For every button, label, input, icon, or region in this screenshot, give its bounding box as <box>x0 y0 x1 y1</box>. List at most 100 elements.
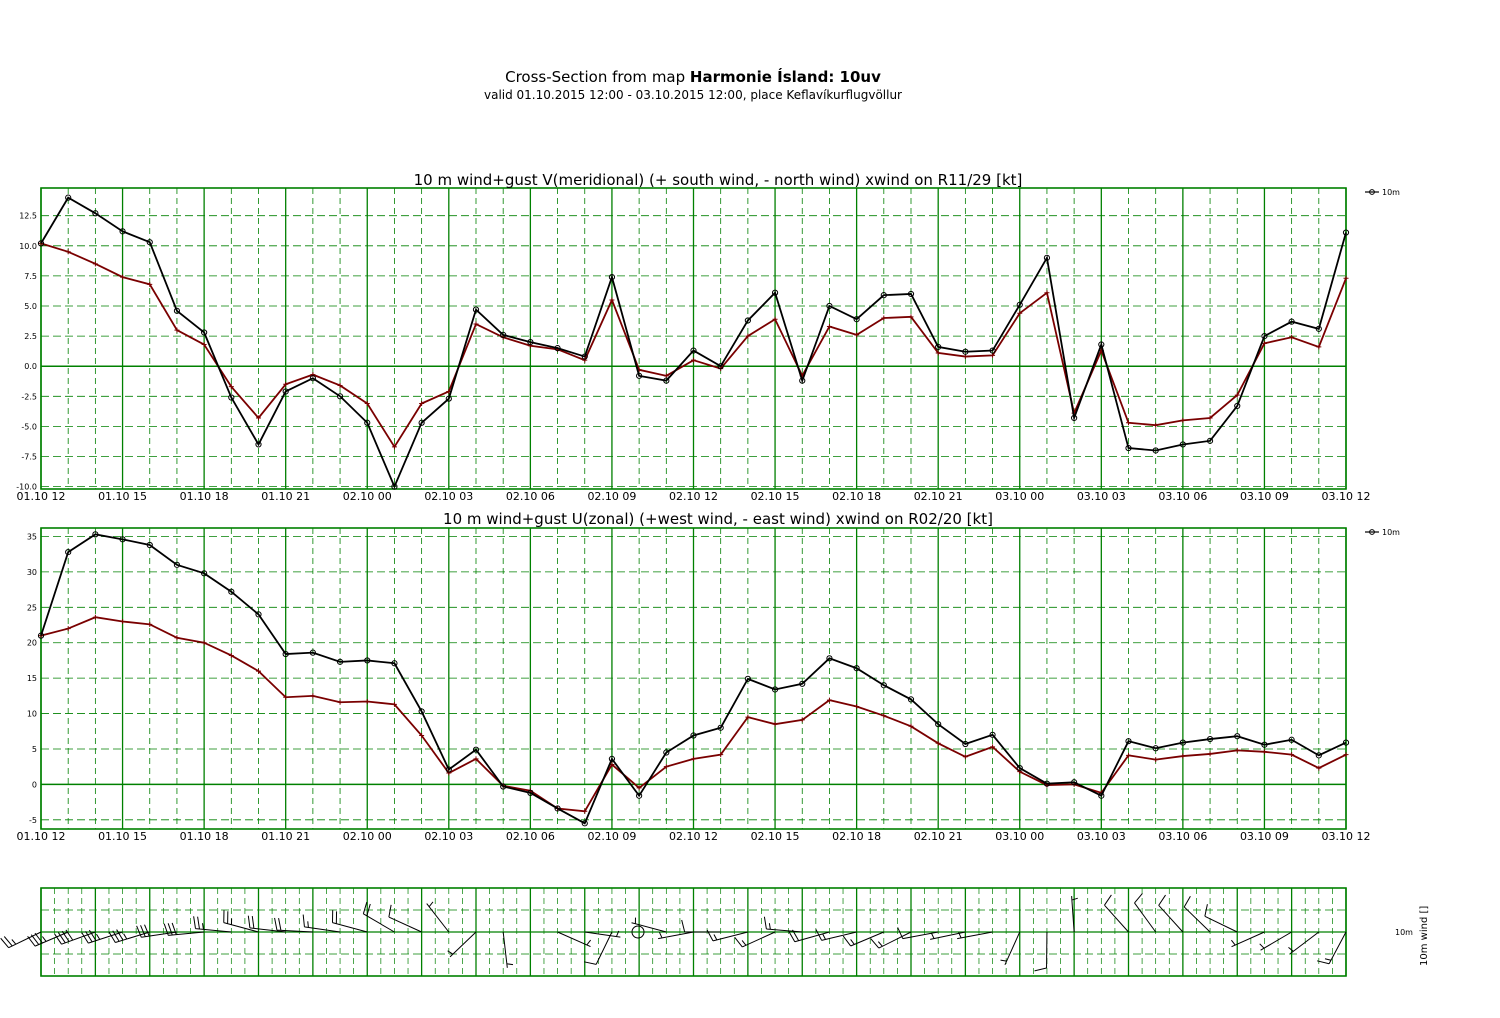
wind-point <box>581 820 588 827</box>
wind-barb <box>1231 931 1265 948</box>
wind-point <box>228 588 235 595</box>
wind-barb <box>870 931 912 949</box>
gust-point <box>962 754 968 760</box>
wind-point <box>255 441 262 448</box>
panel-title: 10 m wind+gust U(zonal) (+west wind, - e… <box>443 510 993 528</box>
x-tick-label: 01.10 15 <box>98 830 147 843</box>
x-tick-label: 02.10 09 <box>587 490 636 503</box>
wind-barb <box>557 931 592 947</box>
gust-point <box>283 381 289 387</box>
gust-point <box>1289 334 1295 340</box>
gust-point <box>826 697 832 703</box>
series-line-wind <box>40 533 1347 825</box>
x-tick-label: 01.10 21 <box>261 830 310 843</box>
gust-point <box>120 618 126 624</box>
gust-point <box>935 740 941 746</box>
wind-point <box>65 194 72 201</box>
wind-barb <box>1316 931 1347 965</box>
wind-point <box>37 632 45 639</box>
wind-barb <box>247 915 286 933</box>
y-tick-label: 5.0 <box>24 302 37 311</box>
wind-point <box>826 302 833 310</box>
y-tick-label: 0 <box>32 780 37 789</box>
gust-point <box>854 332 860 338</box>
wind-point <box>880 682 887 689</box>
wind-barb <box>362 901 395 933</box>
y-tick-label: 7.5 <box>24 272 37 281</box>
gust-point <box>745 333 751 339</box>
x-tick-label: 01.10 18 <box>180 830 229 843</box>
wind-point <box>146 541 153 549</box>
x-tick-label: 02.10 03 <box>424 830 473 843</box>
wind-point <box>907 290 915 298</box>
wind-point <box>663 749 670 756</box>
x-tick-label: 03.10 09 <box>1240 830 1289 843</box>
wind-point <box>663 377 670 384</box>
wind-barb <box>136 924 178 938</box>
wind-point <box>1098 792 1105 799</box>
wind-point <box>309 649 316 656</box>
gust-point <box>908 723 914 729</box>
wind-barb <box>223 910 259 933</box>
wind-barb <box>658 931 694 940</box>
wind-point <box>1206 437 1214 444</box>
gust-point <box>201 640 207 646</box>
wind-point <box>880 292 887 299</box>
wind-barb <box>27 931 69 947</box>
main-subtitle: valid 01.10.2015 12:00 - 03.10.2015 12:0… <box>483 88 902 102</box>
x-tick-label: 02.10 09 <box>587 830 636 843</box>
wind-barb <box>788 929 830 943</box>
gust-point <box>201 342 207 348</box>
wind-point <box>1234 402 1241 410</box>
gust-point <box>527 343 533 349</box>
y-tick-label: -2.5 <box>21 392 37 401</box>
gust-point <box>1207 751 1213 757</box>
wind-point <box>1288 318 1295 325</box>
gust-point <box>446 770 452 776</box>
gust-point <box>772 721 778 727</box>
wind-point <box>500 783 507 790</box>
gust-point <box>691 756 696 762</box>
wind-point <box>581 353 588 360</box>
wind-point <box>146 239 153 246</box>
x-tick-label: 02.10 06 <box>506 490 555 503</box>
wind-barb <box>1204 904 1238 933</box>
wind-point <box>717 363 724 370</box>
chart-panel-zonal: -5 0 5 10 15 20 25 30 35 01.10 12 01.10 15 01.10 18… <box>17 510 1401 843</box>
gust-point <box>1017 310 1023 316</box>
wind-point <box>554 345 561 352</box>
wind-point <box>472 746 480 753</box>
chart-panel-meridional: -10.0 -7.5 -5.0 -2.5 0.0 2.5 5.0 7.5 10.0 12.5 01.… <box>16 171 1400 503</box>
gust-point <box>473 321 479 327</box>
legend: 10m <box>1365 188 1400 197</box>
grid: -10.0 -7.5 -5.0 -2.5 0.0 2.5 5.0 7.5 10.0 12.5 01.… <box>16 187 1371 503</box>
y-tick-label: 10.0 <box>19 242 37 251</box>
wind-point <box>799 680 806 687</box>
wind-point <box>1179 739 1186 746</box>
x-tick-label: 02.10 06 <box>506 830 555 843</box>
x-tick-label: 02.10 12 <box>669 490 718 503</box>
gust-point <box>310 693 316 699</box>
x-tick-label: 02.10 15 <box>751 830 800 843</box>
wind-point <box>1071 779 1078 786</box>
gust-point <box>228 652 234 658</box>
wind-barb <box>426 901 450 933</box>
gust-point <box>1126 420 1131 426</box>
wind-point <box>119 228 126 235</box>
wind-barb <box>81 929 123 944</box>
wind-barb <box>1034 931 1048 972</box>
gust-point <box>419 401 425 407</box>
wind-point <box>255 611 262 618</box>
wind-barb <box>763 916 803 933</box>
gust-point <box>745 714 751 720</box>
wind-barb <box>54 929 96 945</box>
wind-barb <box>1134 893 1157 933</box>
wind-point <box>92 531 99 538</box>
wind-point <box>1342 739 1350 746</box>
wind-point <box>173 307 181 314</box>
gust-point <box>582 808 588 814</box>
x-tick-label: 03.10 12 <box>1322 490 1371 503</box>
wind-barb <box>584 930 621 938</box>
gust-point <box>1180 417 1186 423</box>
